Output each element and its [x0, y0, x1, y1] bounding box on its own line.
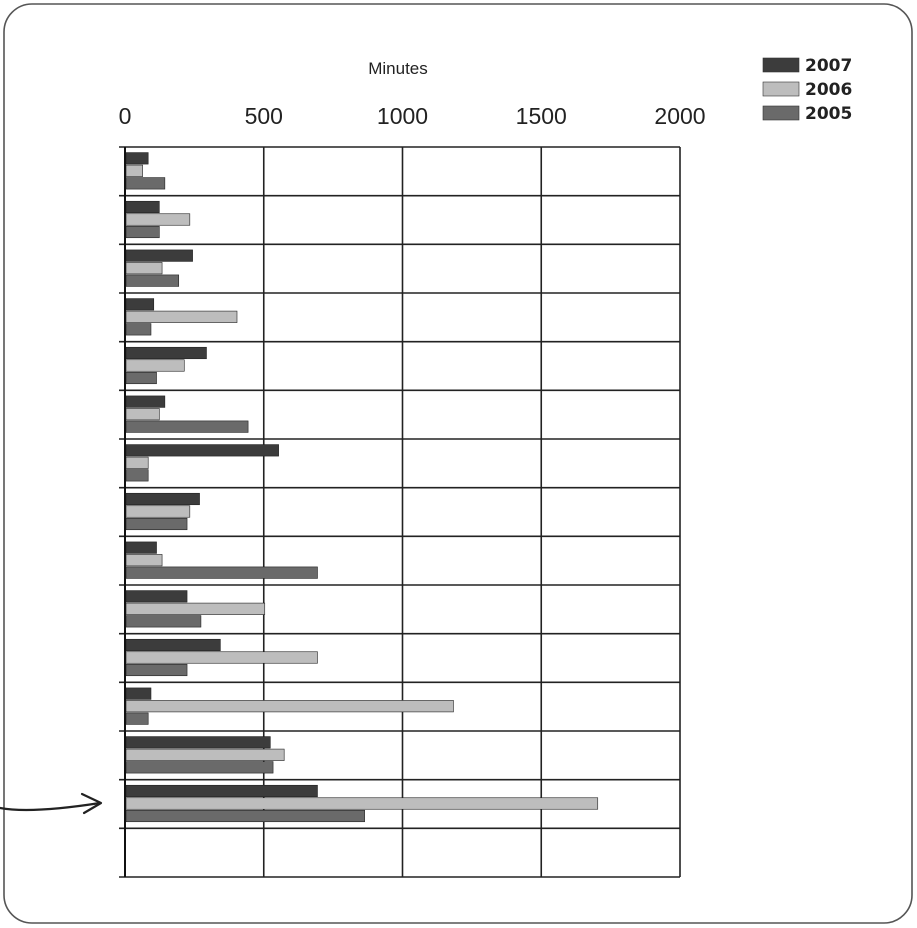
x-tick-label: 1000	[377, 103, 428, 129]
x-tick-labels: 0 500 1000 1500 2000	[119, 103, 706, 129]
bar-2006-cat-12	[125, 700, 454, 713]
bar-2006-cat-14	[125, 797, 599, 810]
bar-2006-cat-2	[125, 213, 191, 226]
bar-2005-cat-14	[125, 809, 365, 823]
bar-2005-cat-3	[125, 274, 180, 287]
x-tick-label: 0	[119, 103, 132, 129]
bar-2005-cat-2	[125, 225, 160, 239]
bar-2006-cat-6	[125, 408, 160, 421]
bar-2007-cat-6	[125, 395, 166, 408]
legend-swatch-2007	[762, 57, 800, 73]
legend-label-2006: 2006	[805, 80, 852, 100]
bar-2006-cat-3	[125, 262, 163, 275]
bar-2005-cat-13	[125, 761, 274, 774]
bar-2007-cat-11	[125, 638, 221, 652]
legend: 2007 2006 2005	[762, 56, 852, 124]
bar-2006-cat-5	[125, 359, 185, 372]
bar-2006-cat-11	[125, 651, 318, 664]
x-axis-title: Minutes	[368, 59, 428, 78]
bar-2005-cat-6	[125, 420, 249, 433]
bar-2005-cat-4	[125, 323, 152, 336]
bar-2005-cat-11	[125, 663, 188, 677]
legend-label-2007: 2007	[805, 56, 852, 76]
x-tick-label: 1500	[516, 103, 567, 129]
bar-2007-cat-12	[125, 687, 152, 700]
legend-swatch-2006	[762, 81, 800, 97]
bar-2005-cat-8	[125, 517, 188, 531]
bar-2007-cat-14	[125, 784, 318, 798]
arrow-head	[80, 792, 103, 815]
bar-2007-cat-9	[125, 541, 157, 554]
chart-frame	[3, 3, 913, 924]
bar-2005-cat-7	[125, 469, 149, 482]
bar-2007-cat-1	[125, 152, 149, 165]
bar-2006-cat-8	[125, 505, 191, 518]
bar-2005-cat-10	[125, 615, 202, 628]
bar-2007-cat-5	[125, 346, 207, 360]
bar-2007-cat-3	[125, 249, 193, 262]
legend-swatch-2005	[762, 105, 800, 121]
grid	[119, 146, 681, 878]
annotations	[0, 792, 103, 815]
bar-2006-cat-9	[125, 554, 163, 567]
bars	[125, 152, 599, 823]
bar-2006-cat-4	[125, 310, 238, 323]
legend-label-2005: 2005	[805, 104, 852, 124]
x-tick-label: 2000	[654, 103, 705, 129]
bar-2007-cat-7	[125, 444, 279, 457]
bar-2007-cat-4	[125, 298, 155, 311]
bar-2006-cat-1	[125, 164, 143, 177]
bar-2006-cat-13	[125, 748, 285, 761]
x-tick-label: 500	[245, 103, 283, 129]
bar-2006-cat-10	[125, 602, 266, 615]
arrow-annotation	[0, 801, 102, 812]
bar-2006-cat-7	[125, 456, 149, 469]
bar-2005-cat-1	[125, 177, 166, 190]
bar-2007-cat-10	[125, 590, 188, 603]
bar-2007-cat-13	[125, 736, 271, 749]
bar-2005-cat-12	[125, 712, 149, 725]
bar-2005-cat-9	[125, 566, 318, 579]
bar-2007-cat-2	[125, 200, 160, 214]
bar-2007-cat-8	[125, 492, 200, 506]
bar-2005-cat-5	[125, 371, 157, 385]
